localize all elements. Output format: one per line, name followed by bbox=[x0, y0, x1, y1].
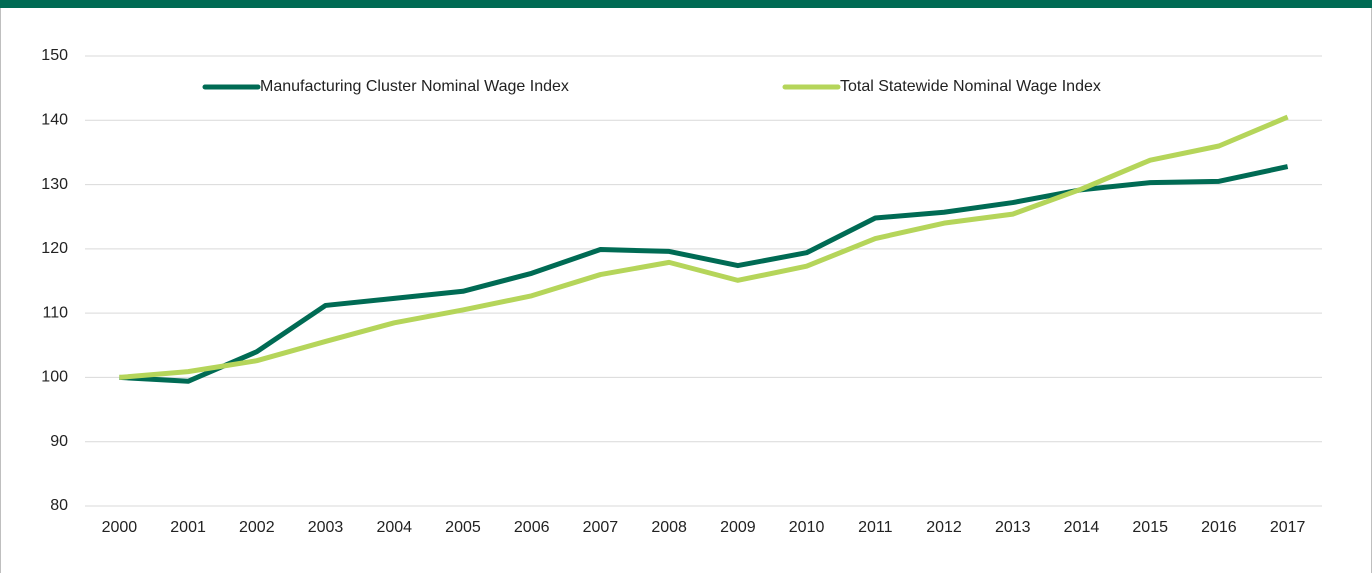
x-tick-label: 2008 bbox=[651, 519, 687, 536]
top-bar bbox=[0, 0, 1372, 8]
x-tick-label: 2013 bbox=[995, 519, 1031, 536]
x-tick-label: 2007 bbox=[583, 519, 619, 536]
line-series bbox=[119, 114, 1289, 380]
y-tick-label: 140 bbox=[41, 112, 68, 129]
x-tick-label: 2011 bbox=[858, 519, 893, 536]
x-tick-label: 2005 bbox=[445, 519, 481, 536]
x-tick-label: 2006 bbox=[514, 519, 550, 536]
x-tick-label: 2016 bbox=[1201, 519, 1237, 536]
x-tick-label: 2010 bbox=[789, 519, 825, 536]
x-tick-label: 2017 bbox=[1270, 519, 1306, 536]
x-tick-label: 2014 bbox=[1064, 519, 1100, 536]
y-tick-label: 130 bbox=[41, 176, 68, 193]
x-tick-label: 2012 bbox=[926, 519, 962, 536]
y-tick-label: 110 bbox=[42, 304, 68, 321]
y-tick-label: 100 bbox=[41, 369, 68, 386]
x-tick-label: 2001 bbox=[170, 519, 206, 536]
x-tick-label: 2015 bbox=[1132, 519, 1168, 536]
x-tick-label: 2002 bbox=[239, 519, 275, 536]
y-tick-label: 80 bbox=[50, 497, 68, 514]
y-tick-label: 90 bbox=[50, 433, 68, 450]
y-tick-label: 120 bbox=[41, 240, 68, 257]
x-tick-label: 2000 bbox=[102, 519, 138, 536]
x-tick-label: 2003 bbox=[308, 519, 344, 536]
x-tick-label: 2009 bbox=[720, 519, 756, 536]
x-tick-label: 2004 bbox=[376, 519, 412, 536]
legend-label: Manufacturing Cluster Nominal Wage Index bbox=[260, 78, 569, 95]
y-tick-label: 150 bbox=[41, 47, 68, 64]
legend-label: Total Statewide Nominal Wage Index bbox=[840, 78, 1101, 95]
line-series bbox=[119, 164, 1289, 384]
